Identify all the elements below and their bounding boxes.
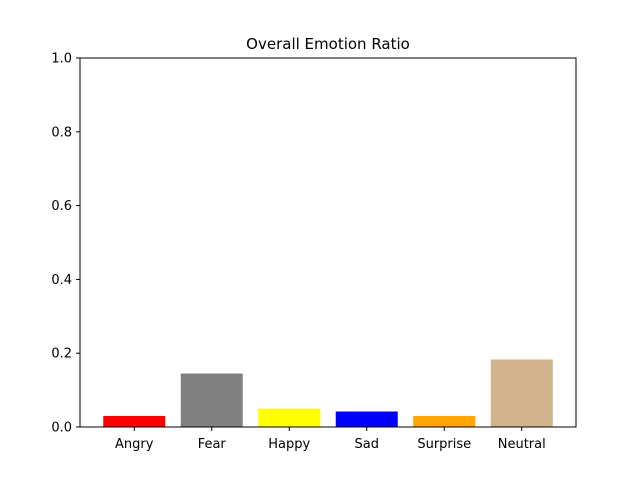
y-tick-label: 0.8 [51, 125, 72, 140]
bar-sad [335, 411, 398, 427]
x-tick-label: Sad [355, 437, 379, 452]
x-tick-label: Neutral [498, 437, 546, 452]
y-tick-label: 1.0 [51, 52, 72, 67]
x-tick-label: Angry [115, 437, 154, 452]
chart-title: Overall Emotion Ratio [246, 35, 410, 53]
x-axis: Angry Fear Happy Sad Surprise Neutral [115, 427, 546, 452]
y-axis: 0.0 0.2 0.4 0.6 0.8 1.0 [51, 52, 80, 436]
y-tick-label: 0.6 [51, 199, 72, 214]
y-tick-label: 0.0 [51, 421, 72, 436]
x-tick-label: Fear [198, 437, 227, 452]
bars-group [103, 359, 553, 427]
x-tick-label: Happy [268, 437, 310, 452]
bar-fear [180, 373, 243, 427]
x-tick-label: Surprise [417, 437, 471, 452]
y-tick-label: 0.4 [51, 273, 72, 288]
y-tick-label: 0.2 [51, 347, 72, 362]
bar-neutral [490, 359, 553, 427]
plot-frame [79, 57, 577, 428]
bar-happy [258, 408, 321, 427]
bar-surprise [413, 415, 476, 427]
bar-angry [103, 415, 166, 427]
